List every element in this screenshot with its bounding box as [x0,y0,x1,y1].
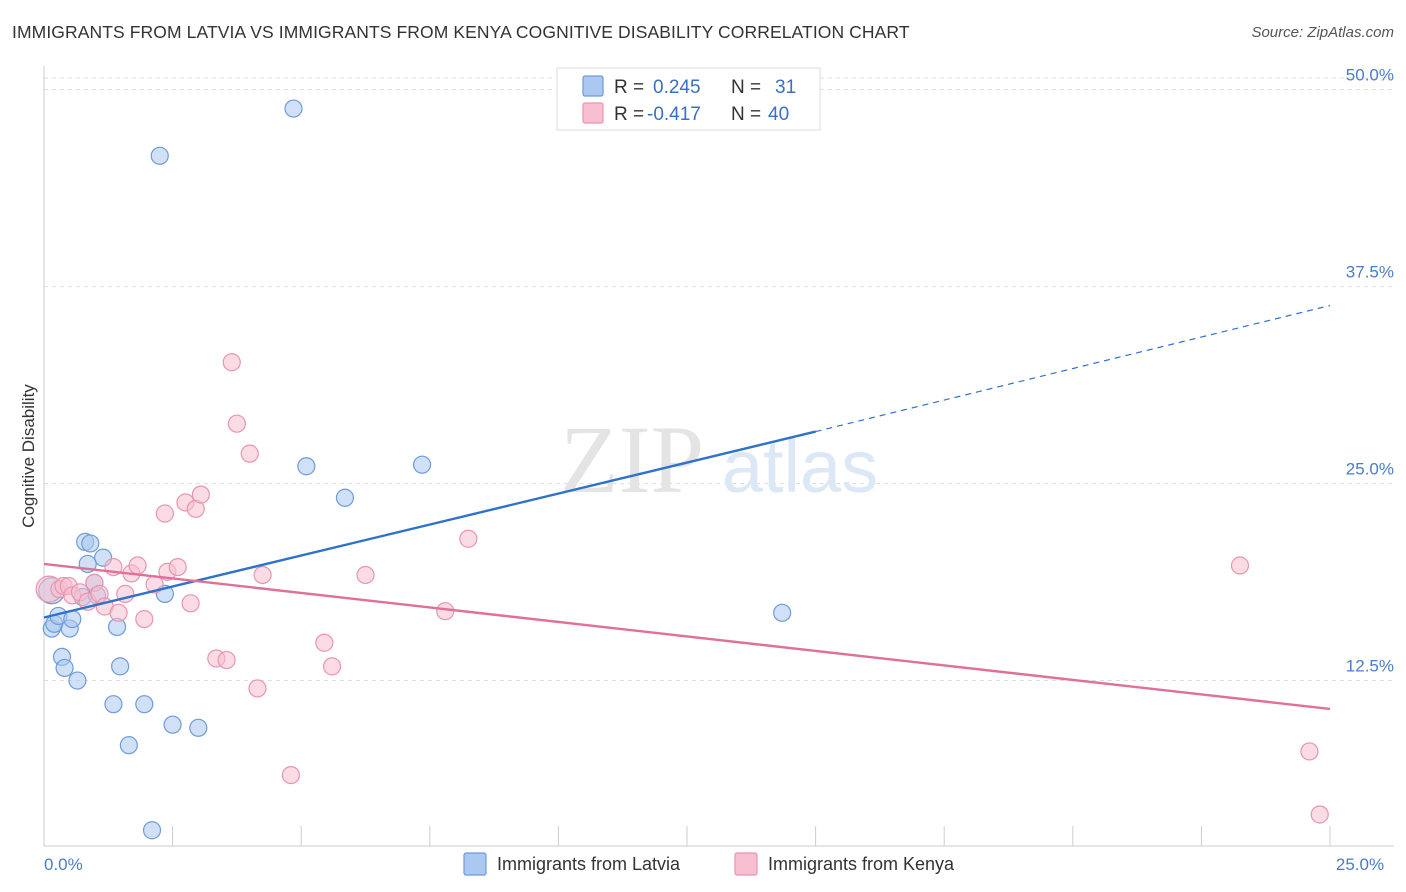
point-latvia [142,821,162,840]
point-kenya [248,679,267,698]
point-latvia [55,658,74,678]
point-latvia [163,715,182,734]
legend-r-label-latvia: R = [614,77,644,98]
point-latvia [135,695,154,714]
series-legend-swatch-latvia [463,852,487,876]
point-kenya [217,650,236,670]
x-ticks [43,826,1331,846]
legend-r-value-latvia: 0.245 [653,77,701,98]
y-tick-label: 25.0% [1346,460,1394,479]
point-latvia [335,488,355,507]
legend-n-label-latvia: N = [731,77,761,98]
point-latvia [284,99,303,118]
trend-line-latvia [43,430,816,619]
axes [43,66,1394,847]
point-kenya [322,657,342,676]
x-tick-labels: 0.0% 25.0% [44,855,1384,874]
point-latvia [150,146,169,165]
point-kenya [168,557,187,577]
data-points [35,99,1329,840]
watermark: ZIP atlas [560,406,878,513]
legend-r-label-kenya: R = [614,104,644,125]
point-kenya [227,414,246,433]
stats-legend: R = 0.245 N = 31 R = -0.417 N = 40 [556,67,821,131]
watermark-atlas: atlas [722,425,878,508]
gridlines [44,77,1394,682]
trend-line-kenya [43,562,1331,711]
point-kenya [191,485,210,504]
point-latvia [119,736,138,755]
y-axis-title: Cognitive Disability [19,384,38,528]
trend-line-extension-latvia [815,304,1331,433]
series-legend-label-kenya: Immigrants from Kenya [768,854,955,874]
series-legend-label-latvia: Immigrants from Latvia [497,854,681,874]
point-latvia [104,695,123,714]
point-latvia [189,718,208,737]
source-label: Source: ZipAtlas.com [1251,24,1394,41]
legend-n-value-latvia: 31 [775,77,796,98]
point-latvia [81,534,100,553]
legend-r-value-kenya: -0.417 [647,104,701,125]
y-tick-label: 12.5% [1346,657,1394,676]
legend-n-value-kenya: 40 [768,104,789,125]
y-tick-label: 50.0% [1346,66,1394,85]
legend-n-label-kenya: N = [731,104,761,125]
point-kenya [315,633,334,652]
point-kenya [155,504,174,523]
point-latvia [773,603,792,622]
point-kenya [1230,556,1250,575]
point-kenya [1300,742,1319,761]
point-latvia [111,657,130,676]
legend-swatch-latvia [582,75,604,97]
point-kenya [436,602,455,621]
series-legend-swatch-kenya [734,852,758,876]
point-kenya [1310,805,1329,824]
point-kenya [240,444,259,463]
y-tick-label: 37.5% [1346,263,1394,282]
point-kenya [109,603,128,622]
point-kenya [459,529,478,548]
x-tick-label: 25.0% [1336,855,1384,874]
point-kenya [135,609,154,629]
legend-swatch-kenya [582,102,604,124]
point-latvia [297,457,316,476]
y-tick-labels: 12.5% 25.0% 37.5% 50.0% [1346,66,1394,676]
chart-title: IMMIGRANTS FROM LATVIA VS IMMIGRANTS FRO… [12,22,910,42]
point-kenya [181,594,200,613]
point-latvia [68,671,87,690]
series-legend: Immigrants from Latvia Immigrants from K… [463,852,955,876]
point-kenya [281,765,301,785]
point-kenya [222,353,241,372]
point-kenya [128,556,147,575]
watermark-zip: ZIP [560,406,704,513]
trend-lines [43,304,1331,711]
x-tick-label: 0.0% [44,855,83,874]
point-kenya [253,565,272,585]
point-latvia [412,455,432,474]
point-kenya [356,565,375,585]
